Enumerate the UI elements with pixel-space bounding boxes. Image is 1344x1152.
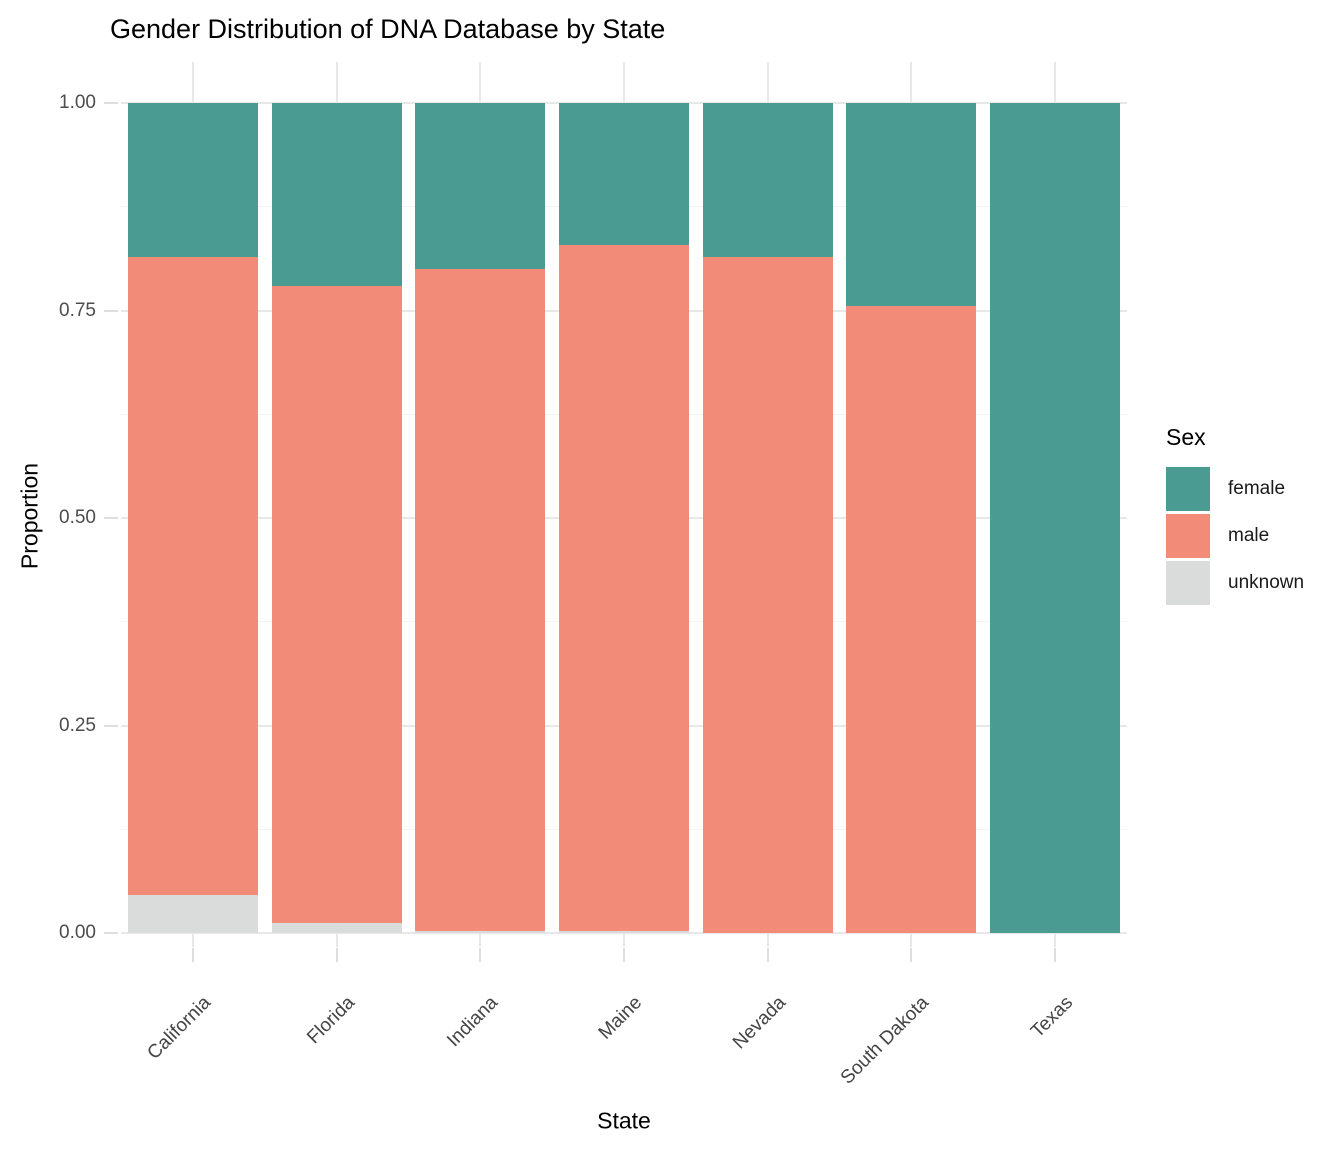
x-tick-label: Texas	[1027, 992, 1078, 1043]
legend: Sex female male unknown	[1166, 424, 1336, 608]
x-tick-label: South Dakota	[837, 992, 934, 1089]
bar-segment-unknown-Indiana	[415, 931, 546, 933]
bar-segment-female-California	[127, 103, 258, 258]
bar-segment-female-Texas	[990, 103, 1121, 933]
bar-segment-male-Nevada	[702, 256, 833, 933]
y-tick-label: 1.00	[59, 92, 96, 113]
legend-title: Sex	[1166, 424, 1206, 450]
y-tick-label: 0.50	[59, 507, 96, 528]
legend-item-male: male	[1166, 514, 1336, 558]
legend-label-unknown: unknown	[1228, 572, 1305, 593]
x-tick-label: Maine	[594, 992, 647, 1044]
chart-title: Gender Distribution of DNA Database by S…	[110, 14, 666, 44]
bar-segment-female-Nevada	[702, 103, 833, 257]
x-axis-tick	[1054, 948, 1057, 962]
y-axis-tick	[104, 309, 118, 312]
x-axis-tick	[335, 948, 338, 962]
bar-segment-male-Indiana	[415, 269, 546, 932]
legend-items: female male unknown	[1166, 467, 1336, 605]
x-axis-tick	[479, 948, 482, 962]
x-tick-label: Nevada	[728, 992, 790, 1054]
legend-label-male: male	[1228, 525, 1270, 546]
bar-segment-female-Indiana	[415, 103, 546, 269]
y-axis-tick	[104, 517, 118, 519]
legend-key-male	[1166, 514, 1210, 558]
x-axis-tick	[766, 948, 769, 962]
legend-item-female: female	[1166, 467, 1336, 511]
y-axis-tick	[104, 932, 118, 934]
bar-segment-male-South Dakota	[846, 306, 977, 933]
x-tick-label: Indiana	[443, 992, 503, 1052]
legend-label-female: female	[1228, 478, 1286, 499]
x-axis-tick	[910, 948, 913, 962]
bar-segment-unknown-California	[127, 894, 258, 933]
bar-segment-female-South Dakota	[846, 103, 977, 307]
bar-segment-male-Florida	[271, 286, 402, 924]
legend-key-unknown	[1166, 561, 1210, 605]
x-axis-tick	[623, 948, 625, 962]
legend-key-female	[1166, 467, 1210, 511]
y-tick-label: 0.25	[59, 714, 96, 736]
legend-item-unknown: unknown	[1166, 561, 1336, 605]
y-tick-label: 0.75	[59, 299, 96, 321]
bar-segment-male-California	[127, 257, 258, 895]
x-axis-tick	[191, 948, 194, 962]
bar-segment-female-Maine	[559, 103, 689, 245]
y-axis-tick	[104, 102, 118, 104]
bar-segment-male-Maine	[559, 244, 689, 932]
x-tick-label: California	[143, 992, 215, 1064]
x-tick-label: Florida	[302, 992, 359, 1049]
y-axis-tick	[104, 724, 118, 727]
y-tick-label: 0.00	[59, 922, 96, 943]
x-axis-title: State	[597, 1107, 651, 1134]
bar-segment-female-Florida	[271, 103, 402, 287]
bar-segment-unknown-Maine	[559, 931, 689, 933]
bar-segment-unknown-Florida	[271, 923, 402, 933]
